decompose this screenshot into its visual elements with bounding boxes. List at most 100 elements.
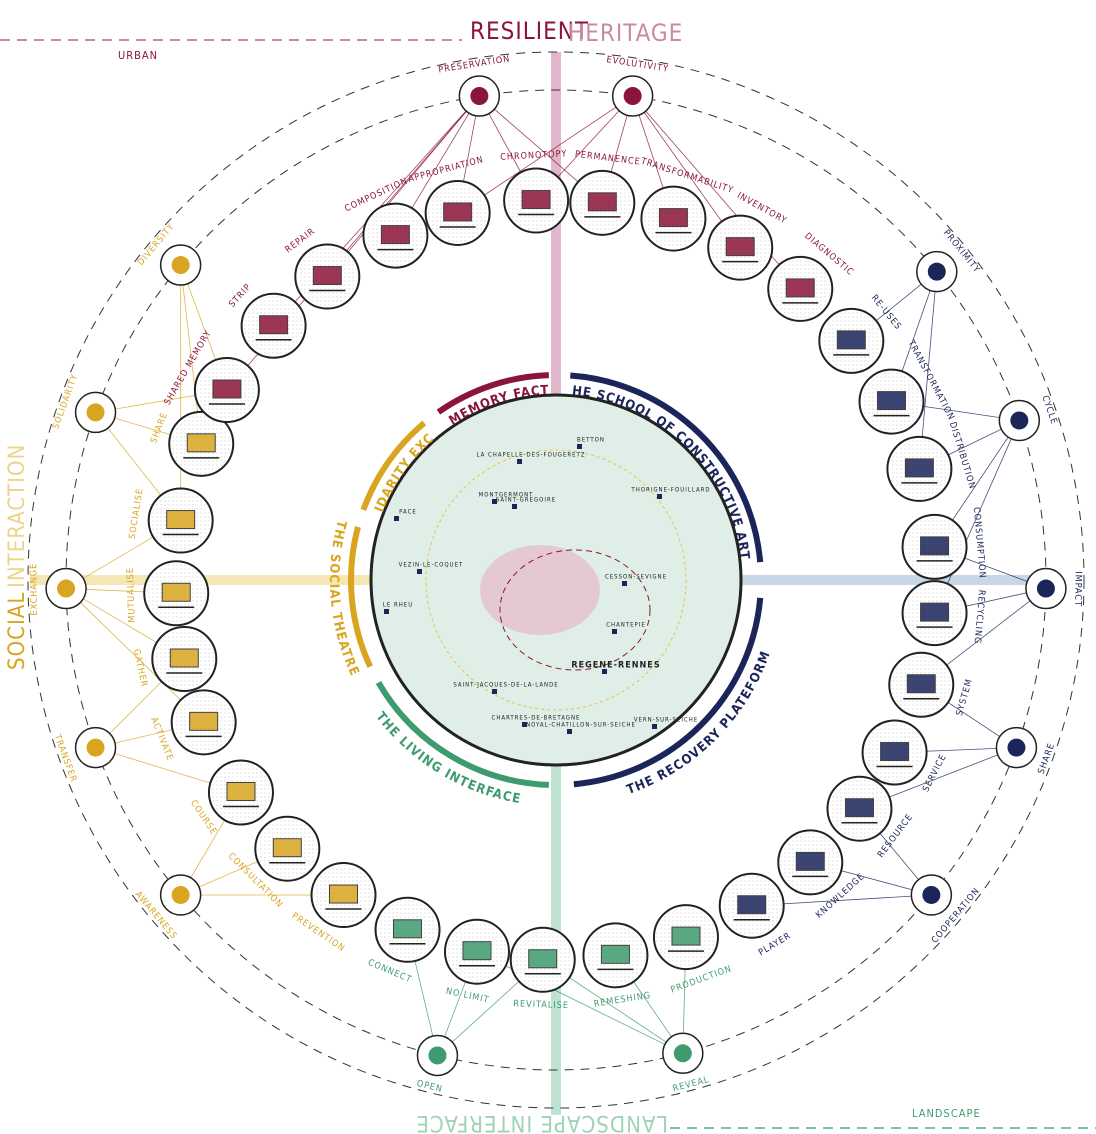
ring-node-icon — [845, 799, 873, 817]
ring-node-icon — [726, 238, 754, 256]
ring-node-label: PERMANENCE — [574, 150, 641, 168]
sector-arc — [351, 527, 370, 667]
map-marker — [622, 581, 627, 586]
map-marker — [517, 459, 522, 464]
ring-node-icon — [878, 392, 906, 410]
outer-node-label: TRANSFER — [51, 732, 78, 784]
outer-node-icon — [87, 739, 105, 757]
ring-node-label: SOCIALISE — [128, 488, 146, 540]
ring-node-icon — [227, 782, 255, 800]
map-place: PACE — [399, 509, 417, 516]
ring-node-label: REVITALISE — [513, 999, 569, 1011]
outer-node-icon — [172, 256, 190, 274]
outer-node-label: IMPACT — [1072, 571, 1083, 607]
title: HERITAGE — [568, 19, 683, 47]
ring-node-icon — [881, 743, 909, 761]
bottom-label: LANDSCAPE INTERFACE — [415, 1110, 668, 1134]
ring-node-icon — [907, 675, 935, 693]
map-marker — [417, 569, 422, 574]
ring-node-icon — [601, 945, 629, 963]
ring-node-icon — [837, 331, 865, 349]
map-marker — [577, 444, 582, 449]
outer-node-label: SOLIDARITY — [51, 373, 80, 431]
ring-node-icon — [162, 583, 190, 601]
ring-node-icon — [444, 203, 472, 221]
ring-node-label: GATHER — [131, 648, 149, 688]
ring-node-icon — [170, 649, 198, 667]
map-place: THORIGNE-FOUILLARD — [630, 487, 710, 494]
ring-node-icon — [921, 537, 949, 555]
ring-node-label: DISTRIBUTION — [947, 421, 977, 491]
ring-node-icon — [905, 459, 933, 477]
ring-node-label: REMESHING — [593, 991, 652, 1010]
ring-node-icon — [187, 434, 215, 452]
outer-node-label: REVEAL — [672, 1075, 711, 1094]
map-place: BETTON — [577, 437, 605, 444]
ring-node-icon — [738, 896, 766, 914]
ring-node-label: SHARE — [149, 411, 170, 445]
ring-node-icon — [588, 193, 616, 211]
map-marker — [652, 724, 657, 729]
map-place: CESSON-SEVIGNE — [605, 574, 667, 581]
ring-node-label: MUTUALISE — [126, 567, 138, 623]
ring-node-icon — [330, 885, 358, 903]
outer-node-label: OPEN — [416, 1079, 444, 1095]
ring-node-icon — [260, 316, 288, 334]
ring-node-icon — [672, 927, 700, 945]
ring-node-icon — [213, 380, 241, 398]
ring-node-icon — [796, 852, 824, 870]
map-place: VERN-SUR-SEICHE — [634, 717, 698, 724]
ring-node-icon — [381, 226, 409, 244]
outer-node-icon — [624, 87, 642, 105]
outer-node-icon — [1007, 739, 1025, 757]
map-place: CHANTEPIE — [606, 622, 646, 629]
axis-bar — [740, 575, 1060, 585]
outer-node-icon — [172, 886, 190, 904]
outer-node-icon — [57, 580, 75, 598]
outer-node-icon — [428, 1046, 446, 1064]
ring-node-icon — [921, 603, 949, 621]
map-place: LE RHEU — [383, 602, 413, 609]
map-marker — [384, 609, 389, 614]
map-marker — [612, 629, 617, 634]
outer-node-icon — [470, 87, 488, 105]
link — [477, 952, 683, 1054]
map-marker — [492, 689, 497, 694]
map-place: SAINT-JACQUES-DE-LA-LANDE — [453, 682, 558, 689]
outer-node-icon — [928, 263, 946, 281]
ring-node-label: APPROPRIATION — [407, 155, 485, 185]
map-marker — [394, 516, 399, 521]
ring-node-icon — [273, 839, 301, 857]
outer-node-label: SHARE — [1037, 742, 1058, 776]
map-place: REGENE-RENNES — [571, 661, 660, 671]
outer-node-label: EXCHANGE — [29, 563, 40, 616]
outer-node-label: PRESERVATION — [438, 54, 511, 75]
social-label: SOCIAL — [5, 592, 30, 670]
urban-label: URBAN — [118, 49, 158, 62]
outer-node-icon — [87, 403, 105, 421]
outer-node-icon — [922, 886, 940, 904]
map-place: SAINT-GREGOIRE — [496, 497, 556, 504]
ring-node-icon — [786, 279, 814, 297]
ring-node-icon — [167, 511, 195, 529]
map-city — [480, 545, 600, 635]
map-place: LA CHAPELLE-DES-FOUGERETZ — [476, 452, 585, 459]
map-marker — [567, 729, 572, 734]
ring-node-icon — [463, 942, 491, 960]
map-place: VEZIN-LE-COQUET — [399, 562, 464, 569]
outer-node-label: EVOLUTIVITY — [606, 55, 670, 75]
ring-node-icon — [394, 920, 422, 938]
ring-node-icon — [522, 191, 550, 209]
ring-node-icon — [313, 267, 341, 285]
map-marker — [657, 494, 662, 499]
ring-node-label: CONSUMPTION — [971, 507, 987, 579]
outer-node-icon — [1010, 411, 1028, 429]
outer-node-icon — [674, 1044, 692, 1062]
outer-node-icon — [1037, 580, 1055, 598]
ring-node-label: SYSTEM — [955, 678, 975, 718]
ring-node-label: NO LIMIT — [445, 987, 490, 1006]
landscape-label: LANDSCAPE — [912, 1107, 981, 1120]
ring-node-icon — [190, 712, 218, 730]
social-label: INTERACTION — [5, 444, 30, 588]
map-marker — [512, 504, 517, 509]
